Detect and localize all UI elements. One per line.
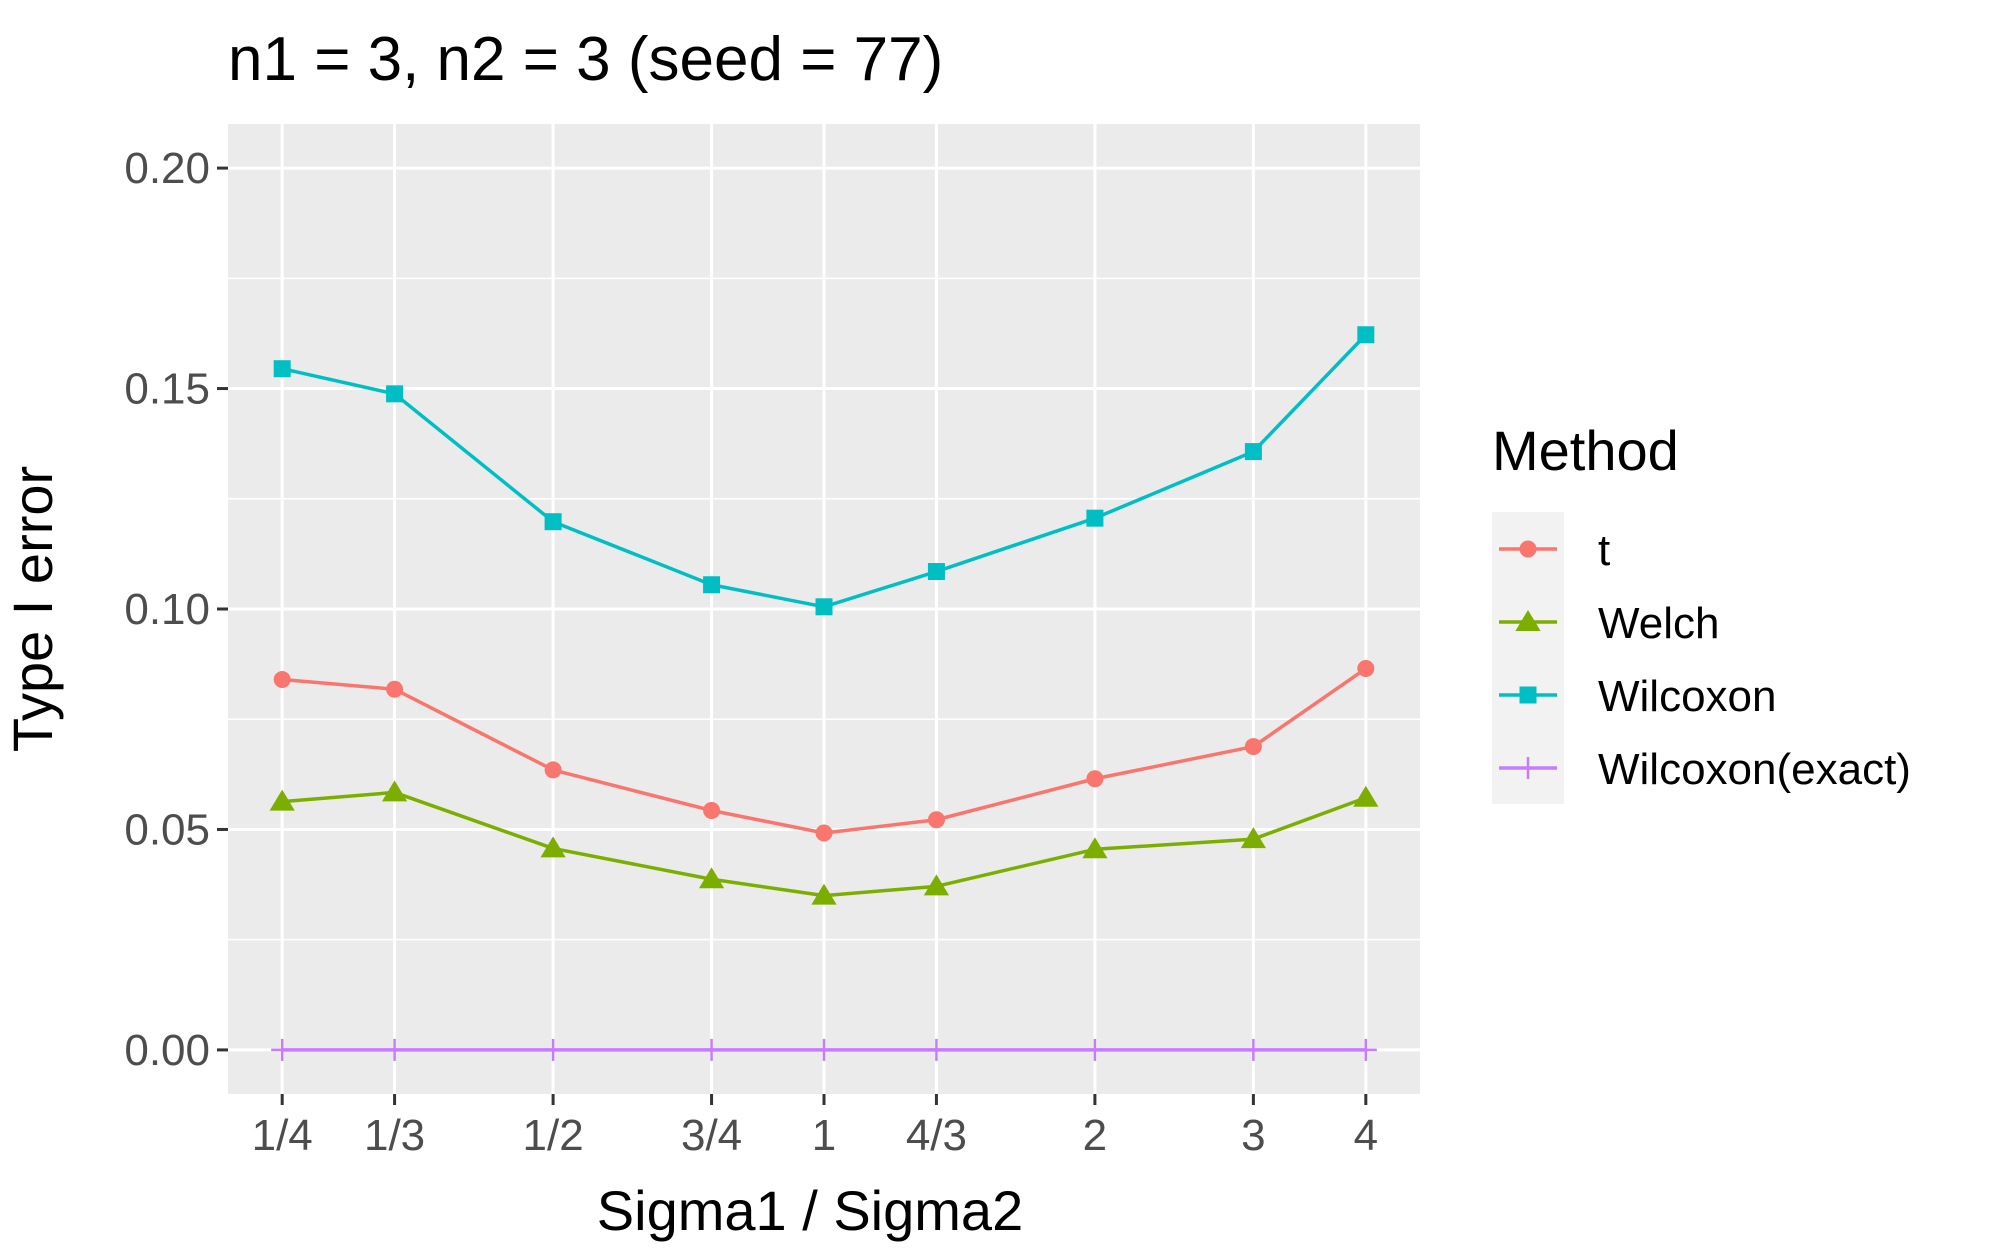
y-tick-label: 0.20: [124, 144, 210, 193]
y-axis: 0.00 0.05 0.10 0.15 0.20: [124, 144, 228, 1075]
x-tick-label: 3: [1241, 1111, 1265, 1160]
x-tick-label: 1/2: [523, 1111, 584, 1160]
x-tick-label: 1/4: [252, 1111, 313, 1160]
data-point-wilcoxon: [927, 563, 945, 581]
data-point-wilcoxon: [1086, 509, 1104, 527]
y-axis-title: Type I error: [1, 466, 64, 752]
data-point-t: [927, 811, 945, 829]
y-tick-label: 0.10: [124, 585, 210, 634]
data-point-t: [1244, 738, 1262, 756]
data-point-t: [273, 671, 291, 689]
data-point-wilcoxon-exact: [925, 1038, 948, 1061]
data-point-t: [815, 824, 833, 842]
data-point-welch: [1353, 785, 1379, 807]
y-tick-label: 0.00: [124, 1026, 210, 1075]
legend-label: Welch: [1598, 599, 1719, 648]
series-wilcoxon-exact: [271, 1038, 1377, 1061]
data-point-welch: [540, 836, 566, 858]
x-tick-label: 1: [812, 1111, 836, 1160]
legend-item-wilcoxon-exact: Wilcoxon(exact): [1499, 745, 1911, 794]
data-point-t: [1357, 660, 1375, 678]
series-welch: [269, 780, 1379, 905]
legend-item-t: t: [1499, 526, 1610, 575]
series-wilcoxon: [273, 326, 1375, 616]
data-point-t: [703, 801, 721, 819]
data-point-wilcoxon-exact: [1083, 1038, 1106, 1061]
data-point-wilcoxon-exact: [700, 1038, 723, 1061]
data-point-t: [544, 761, 562, 779]
data-point-welch: [1240, 827, 1266, 849]
legend-title: Method: [1492, 419, 1679, 482]
data-point-wilcoxon: [1357, 326, 1375, 344]
legend-key-marker: [1517, 757, 1539, 779]
x-axis: 1/4 1/3 1/2 3/4 1 4/3 2 3 4: [252, 1094, 1378, 1160]
data-point-wilcoxon-exact: [271, 1038, 294, 1061]
y-tick-label: 0.05: [124, 805, 210, 854]
data-point-wilcoxon: [273, 360, 291, 378]
x-tick-label: 4/3: [906, 1111, 967, 1160]
data-point-welch: [269, 789, 295, 811]
x-tick-label: 1/3: [364, 1111, 425, 1160]
legend-item-wilcoxon: Wilcoxon: [1499, 672, 1777, 721]
data-point-welch: [698, 867, 725, 889]
legend-item-welch: Welch: [1499, 599, 1719, 648]
data-point-wilcoxon: [703, 576, 721, 594]
legend-key-marker: [1515, 610, 1541, 631]
data-point-wilcoxon-exact: [1354, 1038, 1377, 1061]
legend-key-background: [1492, 512, 1564, 804]
x-axis-title: Sigma1 / Sigma2: [597, 1179, 1023, 1242]
legend-key-marker: [1519, 686, 1537, 704]
data-point-wilcoxon-exact: [383, 1038, 406, 1061]
data-point-t: [386, 680, 404, 698]
data-point-wilcoxon-exact: [813, 1038, 835, 1061]
legend-key-marker: [1519, 540, 1537, 558]
legend-label: Wilcoxon(exact): [1598, 745, 1911, 794]
legend: Method t Welch Wilcoxon Wilcoxon(exact): [1492, 419, 1911, 804]
x-tick-label: 3/4: [681, 1111, 742, 1160]
data-point-wilcoxon-exact: [542, 1038, 565, 1061]
data-point-wilcoxon: [386, 385, 404, 403]
data-point-wilcoxon-exact: [1242, 1038, 1265, 1061]
data-point-wilcoxon: [815, 598, 833, 616]
data-point-welch: [811, 883, 837, 905]
series-t: [273, 660, 1375, 842]
x-tick-label: 4: [1354, 1111, 1378, 1160]
data-point-welch: [1082, 837, 1108, 859]
legend-label: t: [1598, 526, 1610, 575]
data-point-t: [1086, 770, 1104, 788]
data-point-wilcoxon: [1244, 443, 1262, 461]
chart-title: n1 = 3, n2 = 3 (seed = 77): [228, 25, 943, 94]
data-point-welch: [923, 874, 950, 896]
x-tick-label: 2: [1083, 1111, 1107, 1160]
legend-label: Wilcoxon: [1598, 672, 1777, 721]
data-point-welch: [381, 780, 408, 802]
y-tick-label: 0.15: [124, 365, 210, 414]
data-point-wilcoxon: [544, 513, 562, 531]
series-layer: [269, 326, 1379, 1061]
